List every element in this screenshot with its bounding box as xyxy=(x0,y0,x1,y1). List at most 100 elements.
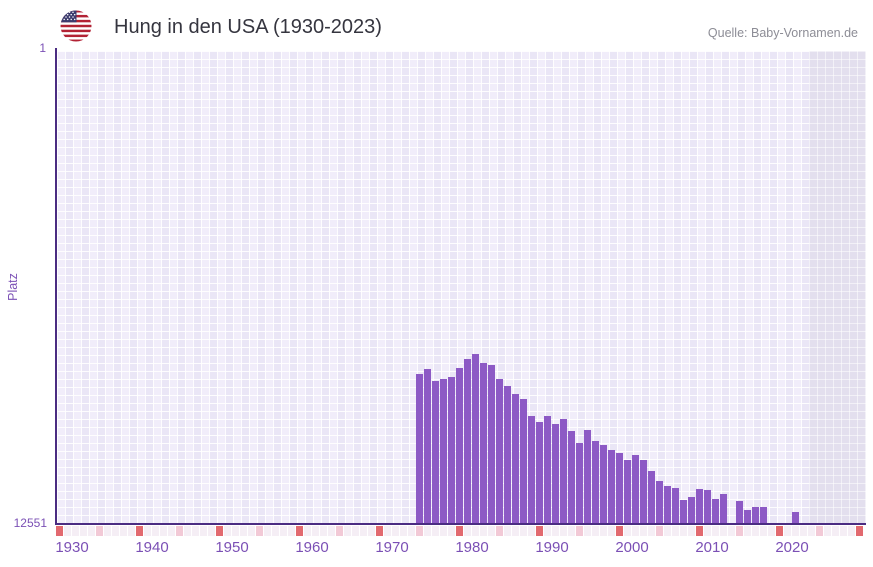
tick-cell xyxy=(792,526,799,536)
bar-2001[interactable] xyxy=(632,454,639,523)
tick-cell xyxy=(832,526,839,536)
bar-2014[interactable] xyxy=(736,500,743,523)
tick-cell xyxy=(488,526,495,536)
bar-1996[interactable] xyxy=(592,440,599,523)
tick-cell xyxy=(64,526,71,536)
tick-cell xyxy=(632,526,639,536)
tick-cell xyxy=(720,526,727,536)
tick-cell xyxy=(232,526,239,536)
y-axis-title: Platz xyxy=(6,273,20,301)
tick-cell xyxy=(128,526,135,536)
tick-cell xyxy=(224,526,231,536)
tick-cell xyxy=(328,526,335,536)
bar-1991[interactable] xyxy=(552,424,559,523)
tick-cell xyxy=(464,526,471,536)
tick-cell xyxy=(520,526,527,536)
tick-cell xyxy=(272,526,279,536)
bar-1993[interactable] xyxy=(568,431,575,523)
tick-cell xyxy=(120,526,127,536)
bar-1998[interactable] xyxy=(608,449,615,523)
tick-cell xyxy=(800,526,807,536)
bar-1981[interactable] xyxy=(472,353,479,523)
minor-tick-cell xyxy=(336,526,343,536)
bar-2007[interactable] xyxy=(680,500,687,523)
tick-cell xyxy=(480,526,487,536)
bar-1990[interactable] xyxy=(544,415,551,523)
major-tick-cell xyxy=(376,526,383,536)
bar-1978[interactable] xyxy=(448,377,455,523)
us-flag-icon xyxy=(60,10,92,42)
tick-cell xyxy=(168,526,175,536)
x-tick-label-2020: 2020 xyxy=(775,539,809,556)
bar-1988[interactable] xyxy=(528,415,535,523)
bar-2004[interactable] xyxy=(656,481,663,523)
minor-tick-cell xyxy=(656,526,663,536)
tick-cell xyxy=(784,526,791,536)
bar-1989[interactable] xyxy=(536,421,543,523)
bar-1977[interactable] xyxy=(440,378,447,523)
bar-2021[interactable] xyxy=(792,512,799,523)
future-years-band xyxy=(809,51,866,523)
bar-2002[interactable] xyxy=(640,459,647,523)
bar-1982[interactable] xyxy=(480,362,487,523)
major-tick-cell xyxy=(456,526,463,536)
tick-cell xyxy=(112,526,119,536)
bar-1994[interactable] xyxy=(576,443,583,523)
bar-1992[interactable] xyxy=(560,418,567,523)
tick-cell xyxy=(560,526,567,536)
x-tick-label-1950: 1950 xyxy=(215,539,249,556)
tick-cell xyxy=(240,526,247,536)
y-axis-line xyxy=(55,48,57,525)
tick-cell xyxy=(264,526,271,536)
bar-1995[interactable] xyxy=(584,429,591,523)
major-tick-cell xyxy=(136,526,143,536)
bar-2010[interactable] xyxy=(704,490,711,523)
tick-cell xyxy=(728,526,735,536)
bar-1975[interactable] xyxy=(424,368,431,523)
tick-cell xyxy=(472,526,479,536)
bar-2012[interactable] xyxy=(720,494,727,523)
bar-2015[interactable] xyxy=(744,509,751,523)
bar-1987[interactable] xyxy=(520,399,527,523)
bar-2009[interactable] xyxy=(696,488,703,523)
bar-1983[interactable] xyxy=(488,365,495,523)
tick-cell xyxy=(544,526,551,536)
tick-cell xyxy=(144,526,151,536)
tick-cell xyxy=(408,526,415,536)
bar-1976[interactable] xyxy=(432,380,439,523)
tick-cell xyxy=(624,526,631,536)
tick-cell xyxy=(840,526,847,536)
bar-2006[interactable] xyxy=(672,487,679,523)
x-tick-label-1930: 1930 xyxy=(55,539,89,556)
tick-cell xyxy=(400,526,407,536)
tick-cell xyxy=(600,526,607,536)
tick-cell xyxy=(88,526,95,536)
tick-cell xyxy=(72,526,79,536)
tick-cell xyxy=(848,526,855,536)
x-tick-label-1970: 1970 xyxy=(375,539,409,556)
bar-1979[interactable] xyxy=(456,368,463,523)
bar-1997[interactable] xyxy=(600,444,607,523)
bar-2011[interactable] xyxy=(712,498,719,523)
bar-1980[interactable] xyxy=(464,358,471,523)
bar-2003[interactable] xyxy=(648,471,655,523)
bar-1974[interactable] xyxy=(416,374,423,523)
bar-1986[interactable] xyxy=(512,393,519,523)
major-tick-cell xyxy=(216,526,223,536)
minor-tick-cell xyxy=(496,526,503,536)
bar-2016[interactable] xyxy=(752,506,759,523)
bar-1985[interactable] xyxy=(504,385,511,523)
bar-2017[interactable] xyxy=(760,506,767,523)
bar-2008[interactable] xyxy=(688,497,695,523)
bar-1999[interactable] xyxy=(616,453,623,523)
minor-tick-cell xyxy=(816,526,823,536)
tick-cell xyxy=(80,526,87,536)
source-link[interactable]: Quelle: Baby-Vornamen.de xyxy=(707,26,858,40)
bar-2000[interactable] xyxy=(624,459,631,523)
bar-2005[interactable] xyxy=(664,486,671,523)
tick-cell xyxy=(528,526,535,536)
x-tick-label-1960: 1960 xyxy=(295,539,329,556)
bar-1984[interactable] xyxy=(496,378,503,523)
tick-cell xyxy=(608,526,615,536)
tick-cell xyxy=(808,526,815,536)
